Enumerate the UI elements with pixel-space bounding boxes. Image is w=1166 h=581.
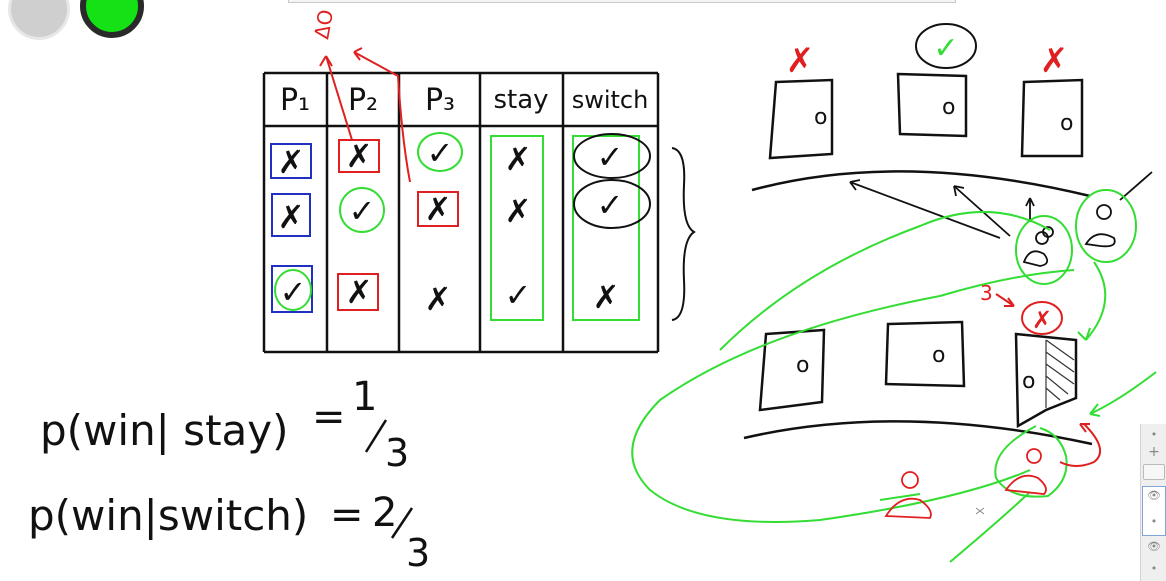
dot-icon: • bbox=[1150, 562, 1158, 575]
eq-switch-denominator: 3 bbox=[406, 531, 430, 575]
eye-icon[interactable]: 👁 bbox=[1147, 489, 1161, 502]
door1-label: o bbox=[814, 105, 827, 130]
p2-red-boxes bbox=[337, 139, 380, 311]
door3-top-mark: ✗ bbox=[1040, 41, 1069, 81]
curly-brace bbox=[671, 147, 696, 321]
cell-r3-p1: ✓ bbox=[280, 273, 307, 311]
switch-green-column bbox=[572, 135, 640, 321]
red-arrow-three bbox=[995, 293, 1015, 307]
switch-black-oval-2 bbox=[573, 179, 651, 229]
header-stay: stay bbox=[493, 85, 548, 115]
cell-r1-p1: ✗ bbox=[278, 143, 305, 181]
cell-r2-switch: ✓ bbox=[597, 186, 624, 224]
eq-stay-denominator: 3 bbox=[385, 431, 409, 475]
cell-r3-p3: ✗ bbox=[425, 280, 452, 318]
top-toolbar bbox=[288, 0, 956, 3]
cell-r2-stay: ✗ bbox=[505, 192, 532, 230]
p2-green-circle bbox=[339, 187, 385, 233]
door1-top-mark: ✗ bbox=[786, 41, 815, 81]
person-right-circle bbox=[1075, 189, 1137, 263]
plus-icon[interactable]: + bbox=[1148, 444, 1160, 460]
side-panel[interactable]: • + 👁 • 👁 • bbox=[1140, 424, 1166, 581]
person-group-circle bbox=[1015, 215, 1073, 285]
eye-icon[interactable]: 👁 bbox=[1147, 540, 1161, 553]
eq-stay-numerator: 1 bbox=[352, 374, 377, 420]
p1-column-boxes bbox=[270, 143, 313, 313]
top-doors bbox=[768, 72, 1084, 160]
green-loops bbox=[631, 211, 1157, 563]
red-curve-arrow bbox=[1059, 423, 1102, 467]
cell-r3-p2: ✗ bbox=[346, 273, 373, 311]
bottom-door3-label: o bbox=[1022, 369, 1035, 394]
door2-label: o bbox=[942, 95, 955, 120]
cell-r2-p3: ✗ bbox=[425, 190, 452, 228]
top-row-floor bbox=[751, 170, 1091, 198]
eq-switch-equals: = bbox=[330, 492, 364, 538]
p3-green-circle bbox=[417, 132, 463, 172]
bottom-row-floor bbox=[743, 420, 1093, 446]
layer-item-active[interactable]: 👁 • bbox=[1142, 486, 1166, 536]
header-p3: P₃ bbox=[425, 83, 455, 118]
cell-r3-stay: ✓ bbox=[505, 276, 532, 314]
red-annotation-top: ΔO bbox=[309, 8, 338, 41]
eq-switch-numerator: 2 bbox=[372, 490, 397, 536]
equation-stay: p(win| stay) = 1 3 bbox=[40, 374, 409, 475]
dot-icon[interactable]: • bbox=[1150, 428, 1158, 441]
probability-table bbox=[262, 71, 660, 354]
door2-top-circle bbox=[915, 23, 977, 69]
dot-icon: • bbox=[1150, 515, 1158, 528]
bottom-door2-label: o bbox=[932, 343, 945, 368]
eq-stay-equals: = bbox=[312, 394, 346, 440]
stay-green-column bbox=[490, 135, 544, 321]
cell-r3-switch: ✗ bbox=[593, 278, 620, 316]
bottom-door1-label: o bbox=[796, 353, 809, 378]
cell-r1-p2: ✗ bbox=[346, 137, 373, 175]
cell-r1-stay: ✗ bbox=[505, 140, 532, 178]
door3-hatch bbox=[1045, 339, 1075, 408]
people-sketch bbox=[1022, 204, 1116, 267]
red-number-three: 3 bbox=[980, 281, 993, 305]
cell-r1-p3: ✓ bbox=[427, 134, 454, 172]
panel-slot[interactable] bbox=[1143, 464, 1165, 480]
door3-label: o bbox=[1060, 111, 1073, 136]
red-x-circle bbox=[1021, 301, 1063, 335]
red-x-mark: ✗ bbox=[1032, 306, 1052, 334]
cell-r1-switch: ✓ bbox=[597, 138, 624, 176]
red-arrows-top bbox=[319, 47, 411, 183]
header-p2: P₂ bbox=[348, 83, 378, 118]
cell-r2-p2: ✓ bbox=[349, 192, 376, 230]
header-p1: P₁ bbox=[280, 83, 310, 118]
door2-top-mark: ✓ bbox=[933, 31, 958, 66]
contestant-sketches bbox=[884, 448, 1047, 519]
eq-stay-lhs: p(win| stay) bbox=[40, 406, 289, 455]
switch-black-oval-1 bbox=[573, 133, 651, 179]
p1-green-circle bbox=[274, 269, 312, 311]
cell-r2-p1: ✗ bbox=[278, 198, 305, 236]
equation-switch: p(win|switch) = 2 3 bbox=[28, 490, 430, 575]
header-switch: switch bbox=[572, 86, 649, 114]
p3-red-box bbox=[417, 191, 459, 227]
eq-switch-lhs: p(win|switch) bbox=[28, 491, 308, 540]
cursor-crosshair bbox=[975, 507, 985, 515]
